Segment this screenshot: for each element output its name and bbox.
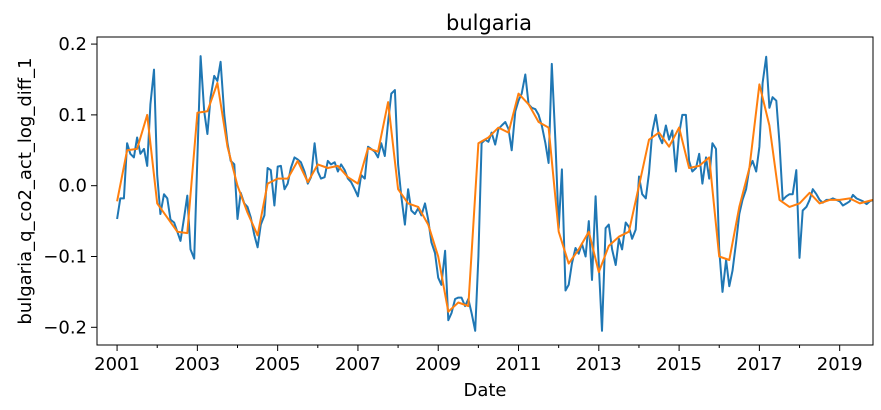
- x-tick-label-2019: 2019: [817, 354, 863, 375]
- x-tick-label-2003: 2003: [174, 354, 220, 375]
- x-tick-label-2017: 2017: [736, 354, 782, 375]
- y-tick-label-0: −0.2: [43, 317, 87, 338]
- series-line-2: [116, 82, 874, 313]
- x-tick-label-2011: 2011: [496, 354, 542, 375]
- series-layer: [116, 55, 874, 332]
- plot-frame: [96, 36, 874, 346]
- x-axis: 2001 2003 2005 2007 2009 2011 2013 2015 2017 2019: [94, 345, 863, 375]
- x-tick-label-2007: 2007: [335, 354, 381, 375]
- y-tick-label-2: 0.0: [58, 176, 87, 197]
- x-tick-label-2015: 2015: [656, 354, 702, 375]
- chart-title: bulgaria: [446, 11, 532, 35]
- y-axis-label: bulgaria_q_co2_act_log_diff_1: [15, 57, 36, 324]
- series-line-1: [116, 55, 874, 332]
- y-axis: −0.2 −0.1 0.0 0.1 0.2: [43, 34, 97, 338]
- y-tick-label-4: 0.2: [58, 34, 87, 55]
- x-tick-label-2005: 2005: [255, 354, 301, 375]
- y-tick-label-1: −0.1: [43, 246, 87, 267]
- x-tick-label-2013: 2013: [576, 354, 622, 375]
- x-tick-label-2001: 2001: [94, 354, 140, 375]
- y-tick-label-3: 0.1: [58, 105, 87, 126]
- x-axis-label: Date: [463, 380, 506, 401]
- x-tick-label-2009: 2009: [415, 354, 461, 375]
